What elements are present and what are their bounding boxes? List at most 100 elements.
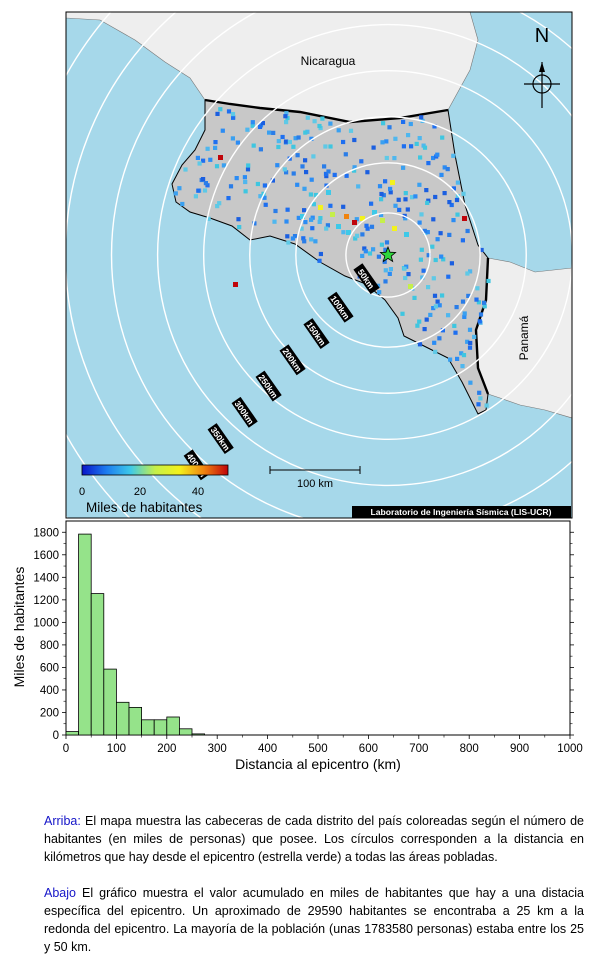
- district-dot: [400, 311, 405, 316]
- credit-label: Laboratorio de Ingeniería Sísmica (LIS-U…: [371, 507, 552, 517]
- district-dot: [451, 186, 456, 191]
- x-tick-label: 500: [308, 743, 327, 755]
- y-tick-label: 1000: [33, 617, 59, 629]
- district-dot: [250, 120, 255, 125]
- epicenter-star: [379, 245, 397, 263]
- country-label-panama: Panamá: [517, 315, 531, 360]
- district-dot: [432, 124, 437, 129]
- district-dot: [479, 247, 484, 253]
- histogram-bar: [90, 593, 105, 736]
- district-dot: [384, 155, 389, 161]
- district-dot: [236, 217, 241, 222]
- district-dot: [449, 202, 454, 208]
- district-dot: [287, 139, 292, 145]
- district-dot: [217, 201, 222, 206]
- district-dot: [380, 218, 385, 223]
- district-dot: [465, 228, 470, 234]
- district-dot: [355, 233, 360, 238]
- district-dot: [303, 220, 308, 225]
- district-dot: [408, 121, 413, 127]
- y-axis-label: Miles de habitantes: [11, 567, 27, 688]
- x-tick-label: 200: [157, 743, 176, 755]
- district-dot: [380, 140, 385, 145]
- district-dot: [260, 121, 265, 126]
- district-dot: [251, 143, 256, 148]
- district-dot: [435, 299, 440, 304]
- district-dot: [285, 207, 290, 212]
- district-dot: [267, 130, 272, 135]
- histogram-frame: [65, 520, 571, 736]
- district-dot: [318, 251, 323, 257]
- district-dot: [360, 232, 365, 237]
- y-tick-label: 1800: [33, 527, 59, 539]
- district-dot: [309, 237, 314, 242]
- district-dot: [417, 136, 422, 141]
- district-dot: [466, 293, 471, 298]
- district-dot: [263, 202, 268, 207]
- district-dot: [388, 267, 393, 272]
- histogram-bar: [153, 719, 168, 736]
- district-dot: [446, 313, 451, 318]
- district-dot: [359, 159, 364, 164]
- district-dot: [213, 145, 218, 150]
- district-dot: [424, 317, 429, 322]
- district-dot: [354, 217, 359, 222]
- district-dot: [422, 145, 428, 150]
- district-dot: [472, 334, 477, 339]
- caption-top-text: El mapa muestra las cabeceras de cada di…: [44, 814, 584, 864]
- district-dot: [275, 163, 280, 168]
- district-dot: [364, 223, 369, 228]
- district-dot: [445, 167, 450, 172]
- district-dot: [392, 156, 397, 161]
- district-dot: [468, 340, 473, 346]
- district-dot: [195, 155, 200, 160]
- district-dot: [318, 216, 323, 221]
- district-dot: [328, 121, 333, 126]
- district-dot: [432, 293, 438, 298]
- district-dot: [437, 303, 442, 308]
- district-dot: [406, 272, 411, 277]
- district-dot: [237, 225, 242, 230]
- district-dot: [426, 253, 431, 258]
- district-dot: [215, 204, 220, 209]
- district-dot: [382, 259, 387, 264]
- district-dot: [428, 312, 433, 317]
- district-dot: [403, 197, 408, 202]
- district-dot: [356, 184, 361, 189]
- district-dot: [300, 164, 305, 169]
- district-dot: [467, 327, 473, 332]
- histogram-bar: [103, 668, 117, 736]
- distance-ring: [156, 23, 572, 487]
- district-dot: [403, 275, 408, 281]
- district-dot: [323, 171, 329, 176]
- district-dot: [234, 176, 239, 181]
- x-tick-label: 600: [359, 743, 378, 755]
- district-dot: [296, 215, 301, 220]
- colorbar-tick: 40: [192, 486, 204, 498]
- district-dot: [440, 293, 445, 298]
- district-dot: [218, 107, 223, 112]
- district-dot: [462, 216, 467, 221]
- district-dot: [300, 214, 305, 219]
- district-dot: [379, 212, 384, 217]
- district-dot: [245, 167, 251, 172]
- district-dot: [352, 168, 357, 173]
- district-dot: [447, 200, 452, 205]
- district-dot: [213, 140, 218, 145]
- histogram-bars: [65, 533, 206, 736]
- district-dot: [397, 207, 402, 212]
- district-dot: [220, 128, 225, 133]
- y-tick-label: 1200: [33, 595, 59, 607]
- district-dot: [379, 197, 384, 202]
- district-dot: [476, 402, 481, 407]
- district-dot: [286, 240, 291, 245]
- district-dot: [418, 257, 423, 262]
- district-dot: [461, 353, 467, 358]
- district-dot: [453, 330, 458, 335]
- district-dot: [250, 123, 255, 128]
- district-dot: [439, 172, 444, 177]
- x-tick-label: 1000: [557, 743, 583, 755]
- seismic-population-map: 50km100km150km200km250km300km350km400km …: [65, 11, 573, 519]
- district-dot: [313, 192, 318, 198]
- district-dot: [242, 175, 247, 180]
